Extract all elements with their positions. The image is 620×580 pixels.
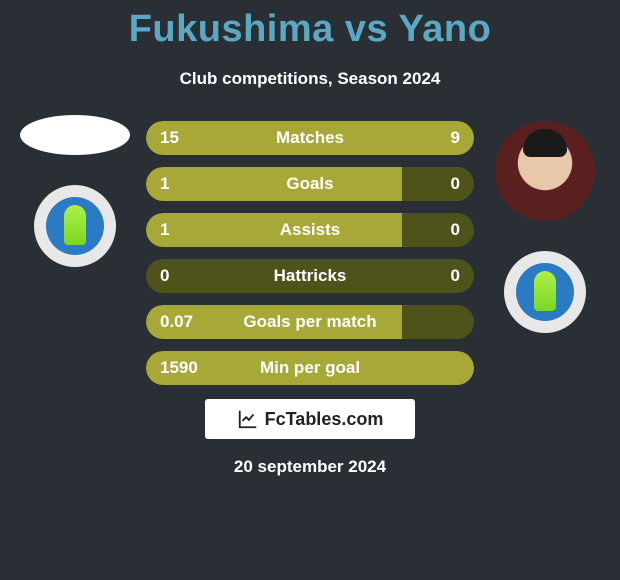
stat-row-goals: 1 Goals 0 (146, 167, 474, 201)
stat-row-mpg: 1590 Min per goal (146, 351, 474, 385)
brand-badge[interactable]: FcTables.com (205, 399, 415, 439)
stat-label: Matches (146, 128, 474, 148)
stat-row-assists: 1 Assists 0 (146, 213, 474, 247)
content-row: 15 Matches 9 1 Goals 0 1 Assists 0 0 Hat… (10, 121, 610, 385)
player-image-left (20, 115, 130, 155)
right-column (480, 121, 610, 333)
brand-text: FcTables.com (265, 409, 384, 430)
comparison-card: Fukushima vs Yano Club competitions, Sea… (0, 0, 620, 477)
page-subtitle: Club competitions, Season 2024 (180, 69, 441, 89)
stat-label: Goals (146, 174, 474, 194)
stat-row-hattricks: 0 Hattricks 0 (146, 259, 474, 293)
stat-label: Goals per match (146, 312, 474, 332)
stat-row-matches: 15 Matches 9 (146, 121, 474, 155)
stat-label: Min per goal (146, 358, 474, 378)
stat-label: Hattricks (146, 266, 474, 286)
stat-bars: 15 Matches 9 1 Goals 0 1 Assists 0 0 Hat… (140, 121, 480, 385)
stat-label: Assists (146, 220, 474, 240)
left-column (10, 121, 140, 267)
date-text: 20 september 2024 (234, 457, 386, 477)
player-image-right (495, 121, 595, 221)
stat-value-right: 9 (451, 128, 460, 148)
page-title: Fukushima vs Yano (129, 8, 492, 51)
chart-icon (237, 408, 259, 430)
team-badge-right (504, 251, 586, 333)
stat-value-right: 0 (451, 174, 460, 194)
stat-row-gpm: 0.07 Goals per match (146, 305, 474, 339)
stat-value-right: 0 (451, 220, 460, 240)
team-shield-icon (46, 197, 104, 255)
team-badge-left (34, 185, 116, 267)
team-shield-icon (516, 263, 574, 321)
stat-value-right: 0 (451, 266, 460, 286)
